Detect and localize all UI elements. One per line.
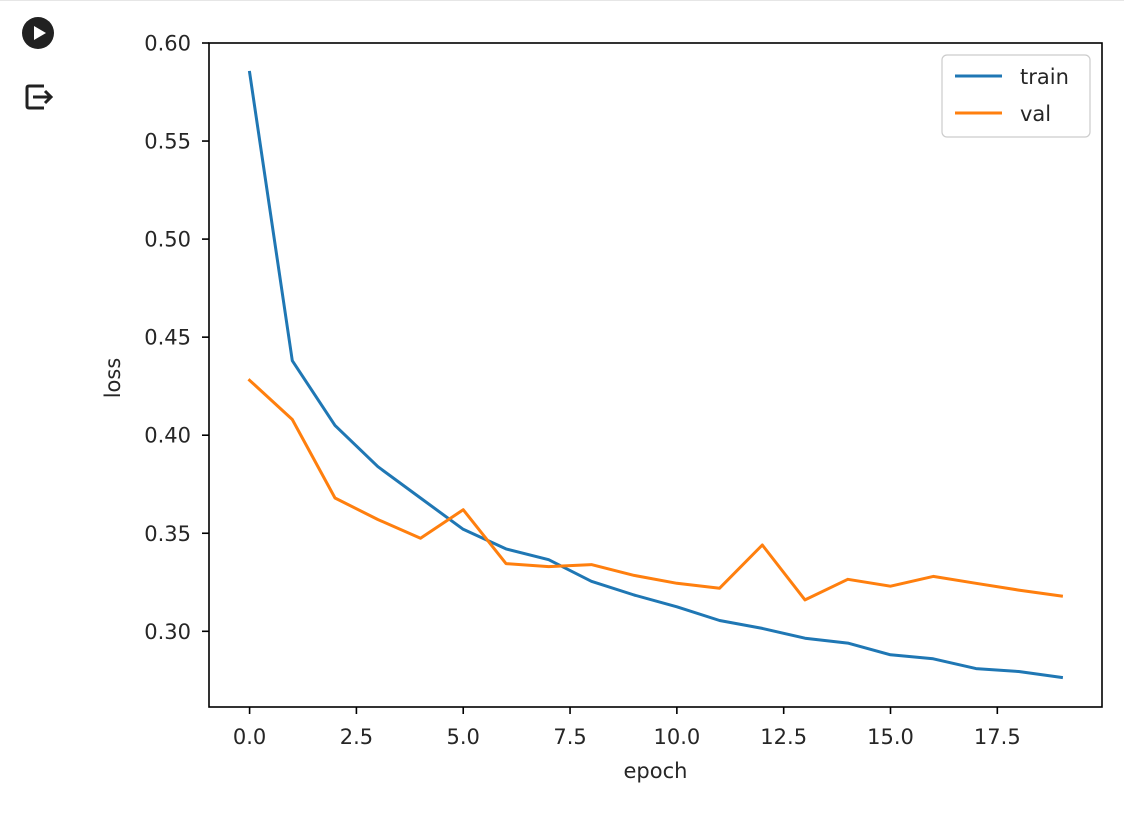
clear-output-button[interactable] [22,80,56,114]
x-tick-label: 17.5 [974,725,1021,749]
x-tick-label: 7.5 [553,725,586,749]
cell-top-border [0,0,1124,1]
y-tick-label: 0.30 [144,620,191,644]
y-tick-label: 0.45 [144,326,191,350]
x-axis: 0.0 2.5 5.0 7.5 10.0 12.5 15.0 17.5 [233,707,1021,749]
cell-gutter [0,0,80,812]
play-circle-icon [22,17,54,49]
y-tick-label: 0.35 [144,522,191,546]
series-line-train [247,70,1064,680]
x-tick-label: 2.5 [340,725,373,749]
x-tick-label: 12.5 [760,725,807,749]
y-tick-label: 0.50 [144,228,191,252]
run-cell-button[interactable] [22,17,54,49]
x-tick-label: 0.0 [233,725,266,749]
y-tick-label: 0.55 [144,130,191,154]
y-axis: 0.30 0.35 0.40 0.45 0.50 0.55 0.60 [144,32,209,644]
plot-frame [208,42,1103,708]
legend-label-train: train [1020,65,1069,89]
legend: train val [941,54,1091,138]
y-tick-label: 0.60 [144,32,191,56]
series-line-val [247,378,1064,602]
series-layer [247,70,1064,680]
x-tick-label: 15.0 [867,725,914,749]
legend-label-val: val [1020,102,1051,126]
output-exit-icon [25,84,54,110]
x-tick-label: 10.0 [653,725,700,749]
y-axis-label: loss [101,358,125,399]
y-tick-label: 0.40 [144,424,191,448]
x-tick-label: 5.0 [447,725,480,749]
x-axis-label: epoch [624,759,688,783]
